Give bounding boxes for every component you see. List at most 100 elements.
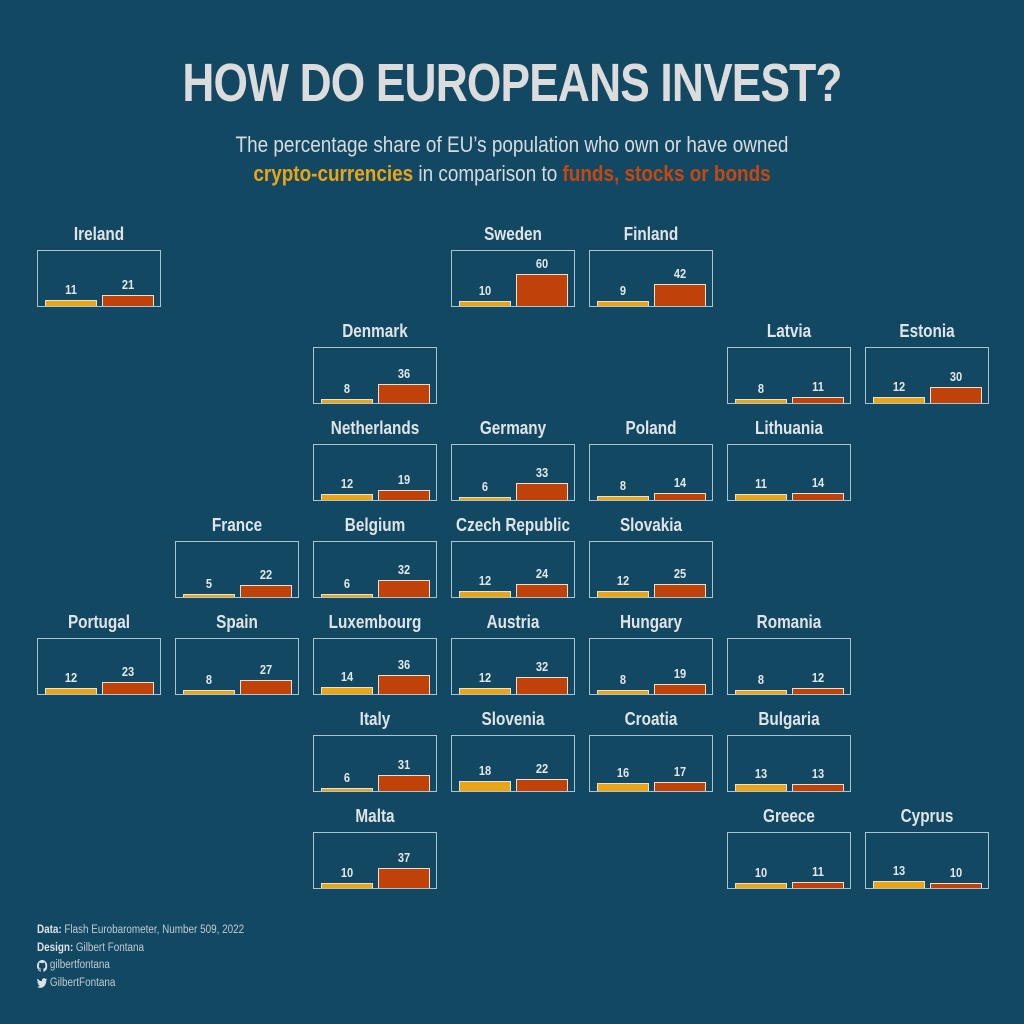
crypto-value-label: 6 [343,576,351,591]
bar-chart-box: 10 37 [313,832,437,889]
bar-chart-box: 13 10 [865,832,989,889]
bar-chart-box: 12 30 [865,347,989,404]
funds-value-label: 36 [397,366,411,381]
funds-value-label: 12 [811,670,825,685]
country-label: Greece [763,806,815,826]
crypto-value-label: 8 [619,478,627,493]
crypto-bar [873,397,925,403]
crypto-bar [45,688,97,694]
country-label: Hungary [619,612,683,632]
crypto-bar [597,496,649,500]
footer-data: Data: Flash Eurobarometer, Number 509, 20… [37,924,245,936]
bar-chart-box: 12 32 [451,638,575,695]
country-label: Croatia [624,709,678,729]
funds-value-label: 42 [673,266,687,281]
country-label: Finland [623,224,679,244]
bar-chart-box: 13 13 [727,735,851,792]
country-label: Ireland [73,224,125,244]
crypto-bar [735,784,787,791]
twitter-icon [37,978,48,989]
funds-bar [240,680,292,694]
funds-bar [102,682,154,694]
crypto-value-label: 8 [619,672,627,687]
funds-bar [516,677,568,694]
footer-design: Design: Gilbert Fontana [37,941,145,954]
country-label: Germany [479,418,547,438]
crypto-bar [735,494,787,500]
country-label: Estonia [899,321,955,341]
crypto-value-label: 8 [757,381,765,396]
crypto-bar [597,591,649,597]
funds-bar [378,580,430,597]
crypto-value-label: 12 [64,670,78,685]
crypto-bar [183,594,235,597]
funds-bar [930,883,982,888]
funds-bar [792,493,844,500]
funds-bar [792,784,844,791]
funds-bar [792,688,844,694]
crypto-bar [873,881,925,888]
funds-value-label: 32 [397,562,411,577]
bar-chart-box: 9 42 [589,250,713,307]
crypto-value-label: 8 [343,381,351,396]
crypto-bar [597,301,649,306]
country-label: Latvia [766,321,812,341]
crypto-value-label: 11 [755,476,767,491]
funds-value-label: 27 [259,662,273,677]
crypto-bar [459,688,511,694]
funds-value-label: 23 [121,664,135,679]
crypto-bar [735,399,787,403]
country-label: Slovenia [481,709,545,729]
funds-value-label: 25 [673,566,687,581]
crypto-value-label: 12 [478,670,492,685]
funds-value-label: 24 [535,566,549,581]
crypto-bar [321,788,373,791]
funds-bar [516,779,568,791]
country-label: Cyprus [900,806,954,826]
crypto-value-label: 12 [478,573,492,588]
crypto-value-label: 6 [481,479,489,494]
bar-chart-box: 8 27 [175,638,299,695]
crypto-value-label: 11 [65,282,77,297]
funds-bar [930,387,982,403]
bar-chart-box: 8 14 [589,444,713,501]
bar-chart-box: 8 19 [589,638,713,695]
subtitle-line-1: The percentage share of EU’s population … [235,132,789,157]
crypto-bar [597,690,649,694]
country-label: Poland [625,418,677,438]
funds-bar [654,493,706,500]
funds-bar [654,684,706,694]
funds-value-label: 37 [397,850,411,865]
crypto-value-label: 9 [619,283,627,298]
crypto-bar [321,399,373,403]
funds-value-label: 60 [535,256,549,271]
page-title: HOW DO EUROPEANS INVEST? [182,53,842,113]
crypto-value-label: 16 [616,765,630,780]
funds-value-label: 14 [673,475,687,490]
funds-bar [378,868,430,888]
bar-chart-box: 12 25 [589,541,713,598]
crypto-value-label: 12 [892,379,906,394]
bar-chart-box: 11 14 [727,444,851,501]
funds-bar [516,483,568,500]
funds-value-label: 19 [673,666,687,681]
country-label: Netherlands [330,418,420,438]
crypto-bar [321,687,373,694]
footer-twitter[interactable]: GilbertFontana [37,975,244,993]
country-label: Malta [355,806,395,826]
footer-github[interactable]: gilbertfontana [37,957,244,975]
bar-chart-box: 14 36 [313,638,437,695]
bar-chart-box: 10 11 [727,832,851,889]
funds-value-label: 22 [535,761,549,776]
legend-funds: funds, stocks or bonds [562,161,771,186]
funds-value-label: 36 [397,657,411,672]
funds-bar [378,384,430,403]
crypto-bar [459,591,511,597]
bar-chart-box: 6 32 [313,541,437,598]
github-icon [37,959,48,972]
crypto-bar [735,690,787,694]
crypto-bar [183,690,235,694]
bar-chart-box: 12 19 [313,444,437,501]
funds-value-label: 31 [397,757,411,772]
country-label: Belgium [344,515,406,535]
